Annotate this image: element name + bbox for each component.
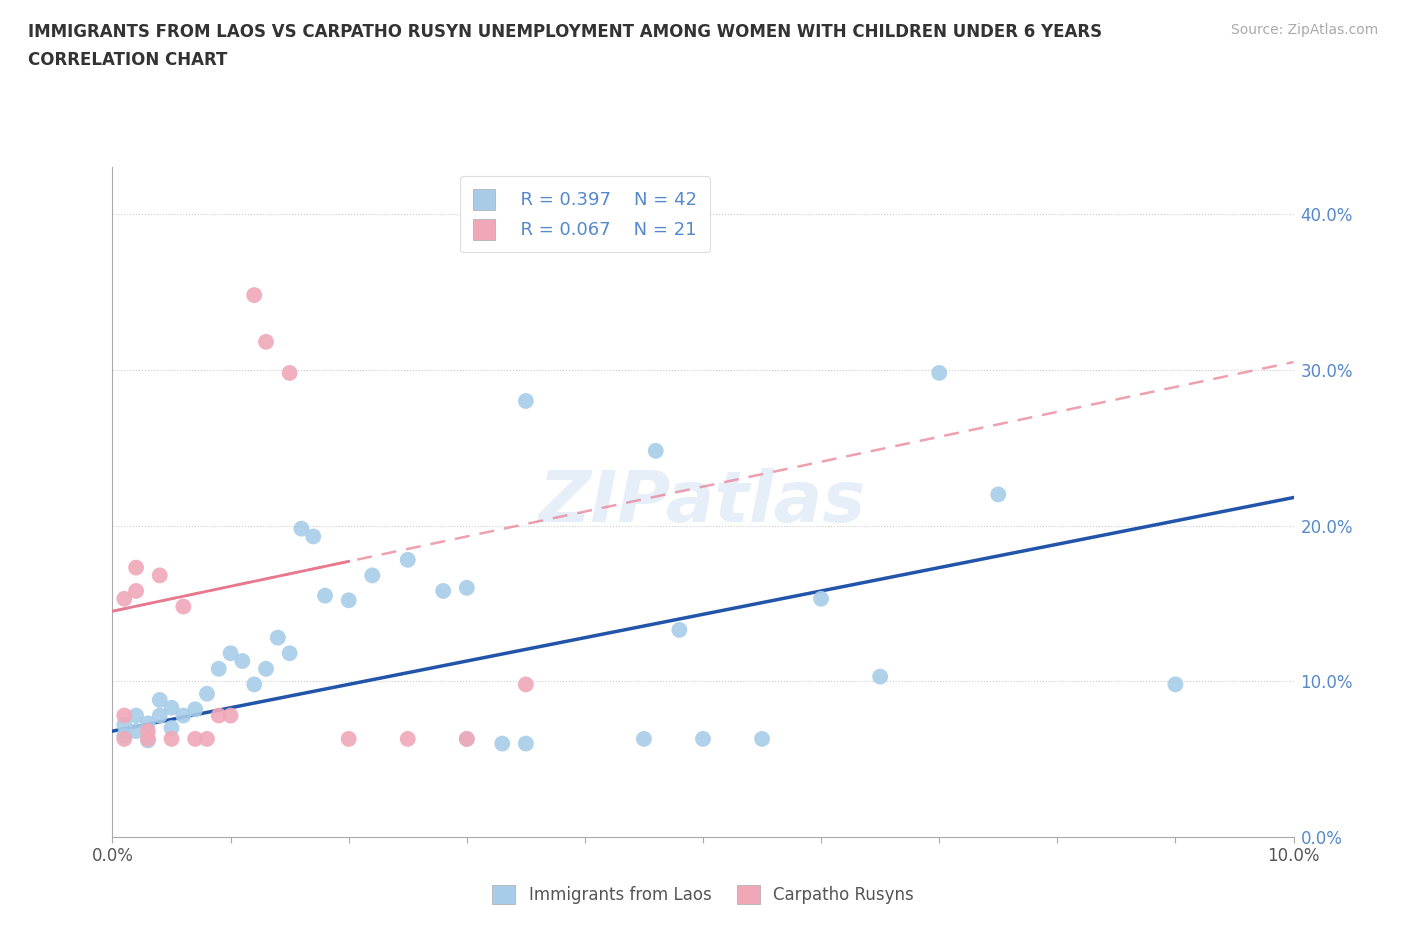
Point [149,568,172,583]
Point [172,708,194,723]
Point [644,444,666,458]
Point [491,737,513,751]
Point [231,654,253,669]
Point [184,732,207,747]
Point [810,591,832,606]
Legend: Immigrants from Laos, Carpatho Rusyns: Immigrants from Laos, Carpatho Rusyns [484,876,922,912]
Point [219,708,242,723]
Point [112,591,135,606]
Text: CORRELATION CHART: CORRELATION CHART [28,51,228,69]
Point [136,732,159,747]
Point [136,724,159,738]
Point [136,716,159,731]
Point [302,529,325,544]
Point [456,580,478,595]
Point [254,335,277,350]
Point [278,365,301,380]
Legend:   R = 0.397    N = 42,   R = 0.067    N = 21: R = 0.397 N = 42, R = 0.067 N = 21 [460,177,710,252]
Text: IMMIGRANTS FROM LAOS VS CARPATHO RUSYN UNEMPLOYMENT AMONG WOMEN WITH CHILDREN UN: IMMIGRANTS FROM LAOS VS CARPATHO RUSYN U… [28,23,1102,41]
Point [219,645,242,660]
Point [125,708,148,723]
Point [515,393,537,408]
Point [172,599,194,614]
Point [125,724,148,738]
Point [751,732,773,747]
Point [1164,677,1187,692]
Point [112,732,135,747]
Point [396,732,419,747]
Point [112,717,135,732]
Point [208,708,231,723]
Point [149,708,172,723]
Point [160,700,183,715]
Point [243,287,266,302]
Point [987,487,1010,502]
Point [112,728,135,743]
Point [633,732,655,747]
Point [160,721,183,736]
Point [208,661,231,676]
Point [668,622,690,637]
Point [337,592,360,607]
Point [290,521,312,536]
Point [515,737,537,751]
Point [432,583,454,598]
Point [515,677,537,692]
Point [254,661,277,676]
Point [149,693,172,708]
Point [456,732,478,747]
Point [278,645,301,660]
Point [361,568,384,583]
Point [184,702,207,717]
Point [456,732,478,747]
Point [337,732,360,747]
Point [267,631,290,645]
Point [136,733,159,748]
Point [928,365,950,380]
Point [160,732,183,747]
Point [195,732,218,747]
Point [396,552,419,567]
Point [112,708,135,723]
Point [243,677,266,692]
Text: ZIPatlas: ZIPatlas [540,468,866,537]
Point [125,560,148,575]
Point [314,588,336,603]
Text: Source: ZipAtlas.com: Source: ZipAtlas.com [1230,23,1378,37]
Point [869,670,891,684]
Point [692,732,714,747]
Point [195,686,218,701]
Point [125,583,148,598]
